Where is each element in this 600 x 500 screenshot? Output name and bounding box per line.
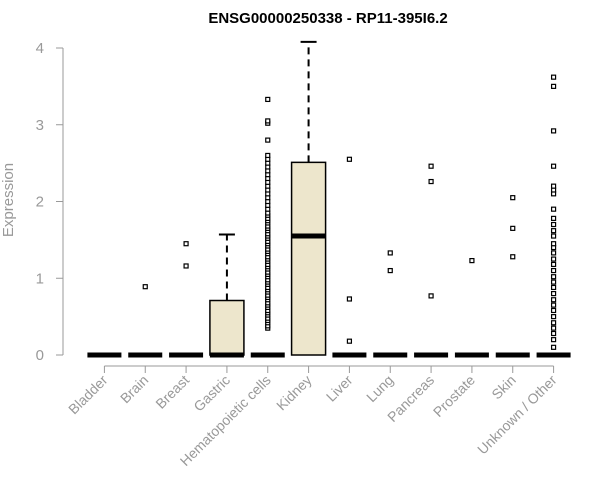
y-tick-label: 4 [36, 40, 44, 57]
outlier-point [428, 163, 434, 169]
outlier-point [183, 263, 189, 269]
outlier-point [550, 267, 557, 274]
x-tick-label: Skin [488, 372, 519, 403]
x-tick-label: Prostate [430, 372, 478, 420]
boxes-group [87, 40, 571, 358]
outlier-point [265, 118, 271, 124]
outlier-point [550, 128, 557, 134]
outlier-point [550, 307, 557, 314]
outlier-point [265, 137, 271, 143]
outlier-point [510, 225, 516, 231]
outlier-point [550, 320, 557, 326]
outlier-point [346, 338, 353, 344]
x-tick-label: Liver [323, 372, 356, 405]
y-tick-label: 2 [36, 194, 44, 211]
outlier-point [550, 241, 557, 247]
y-tick-label: 3 [36, 117, 44, 134]
outlier-point [550, 83, 557, 89]
outlier-point [428, 293, 434, 299]
x-tick-label: Breast [152, 372, 192, 412]
outlier-point [387, 250, 393, 256]
box-rect [290, 161, 327, 356]
outlier-point [510, 195, 516, 201]
outlier-point [550, 302, 557, 308]
outlier-point [550, 233, 557, 239]
outlier-point [183, 241, 189, 247]
outlier-point [142, 284, 148, 290]
outlier-point [550, 344, 557, 350]
outlier-point [428, 178, 434, 185]
y-tick-label: 1 [36, 270, 44, 287]
outlier-point [550, 228, 557, 234]
outlier-point [387, 267, 393, 274]
outlier-point [550, 314, 557, 320]
box-rect [209, 299, 245, 356]
x-tick-label: Lung [363, 372, 396, 405]
outlier-point [550, 206, 557, 212]
axes: 0 1 2 3 4 [36, 40, 555, 373]
outlier-point [550, 325, 557, 331]
outlier-point [550, 256, 557, 262]
chart-title: ENSG00000250338 - RP11-395I6.2 [208, 10, 447, 27]
outlier-point [550, 337, 557, 343]
outlier-point [550, 183, 557, 189]
outliers-group [142, 74, 557, 350]
outlier-point [550, 215, 557, 221]
x-tick-label: Brain [117, 372, 151, 406]
outlier-point [346, 156, 353, 162]
x-tick-label: Kidney [273, 372, 315, 414]
y-axis-label: Expression [0, 163, 17, 237]
outlier-point [469, 257, 475, 264]
outlier-point [346, 296, 353, 302]
outlier-point [550, 330, 557, 337]
outlier-point [550, 163, 557, 169]
x-tick-label: Bladder [65, 372, 111, 418]
outlier-point [265, 152, 271, 159]
outlier-point [550, 279, 557, 285]
y-tick-label: 0 [36, 347, 44, 364]
outlier-point [550, 221, 557, 228]
outlier-point [510, 254, 516, 260]
outlier-point [550, 284, 557, 291]
box-gastric [209, 233, 245, 358]
outlier-point [550, 250, 557, 256]
outlier-point [550, 261, 557, 268]
outlier-point [550, 74, 557, 80]
box-kidney [290, 40, 327, 356]
outlier-point [550, 274, 557, 280]
outlier-point [550, 297, 557, 303]
outlier-point [265, 96, 271, 103]
outlier-point [550, 291, 557, 297]
